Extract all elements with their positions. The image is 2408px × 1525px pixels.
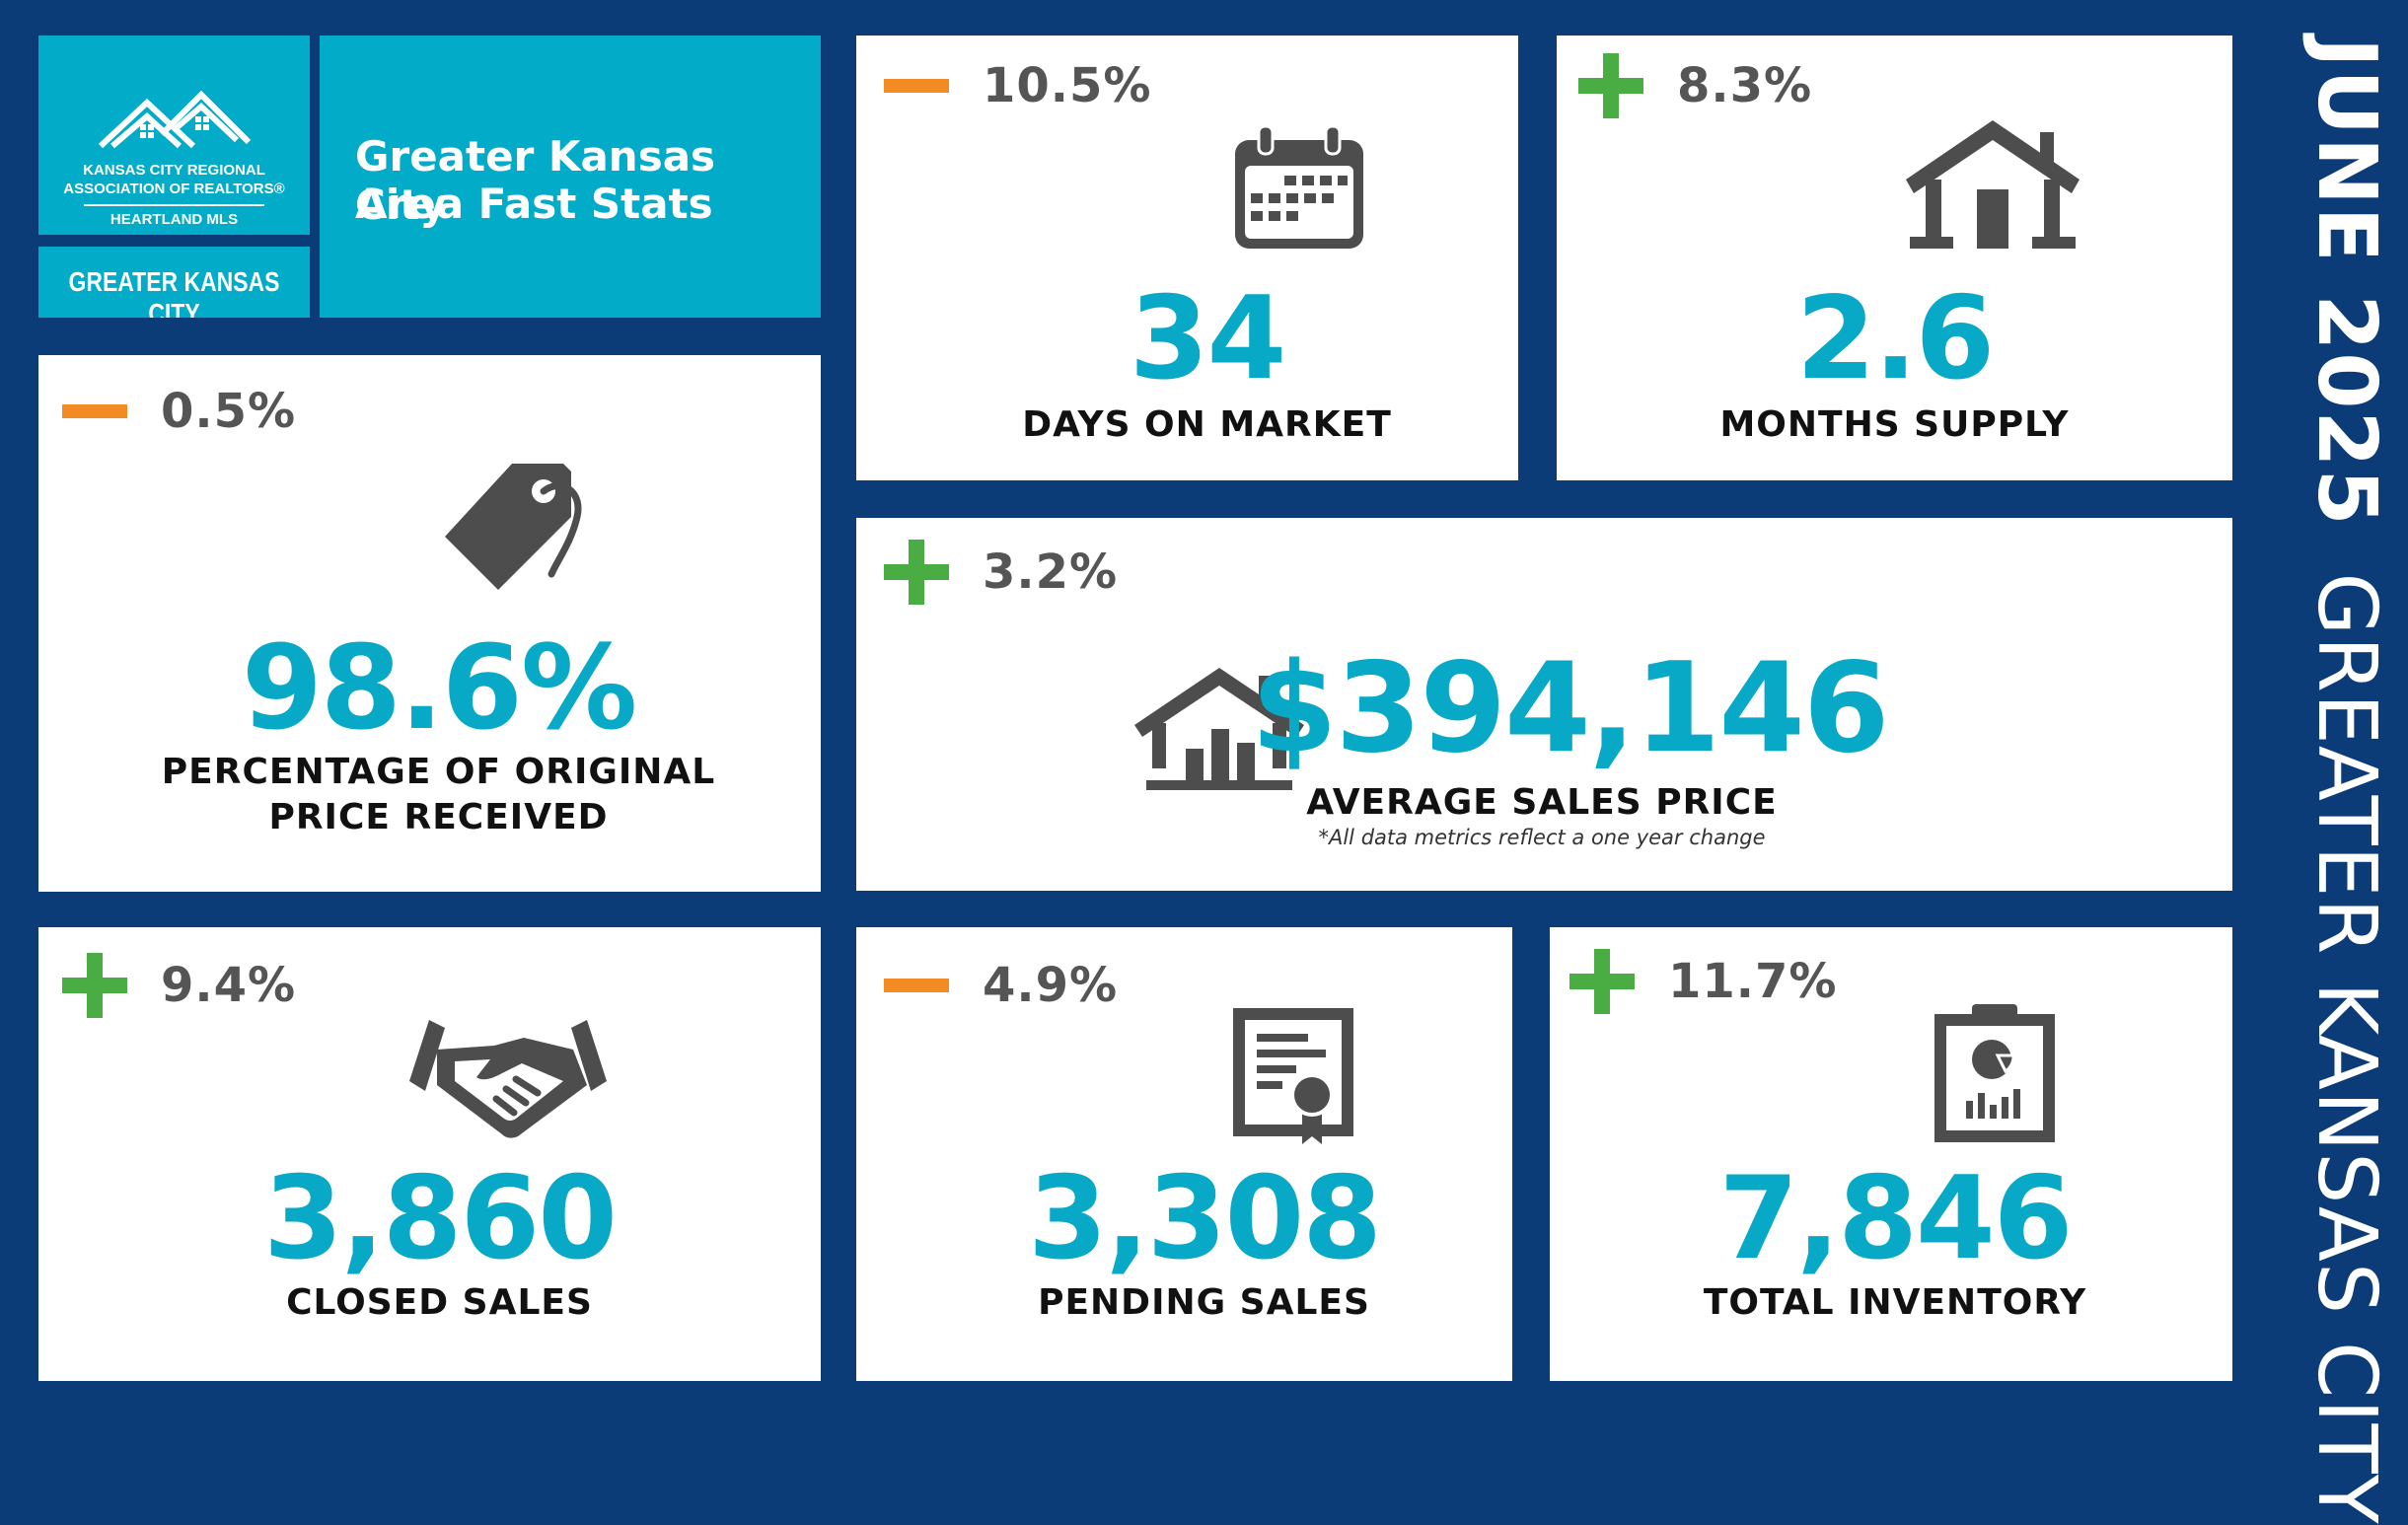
increase-icon — [1569, 949, 1635, 1014]
page-title-line2: Area Fast Stats — [355, 180, 713, 228]
change-percent: 8.3% — [1677, 58, 1813, 113]
change-indicator: 4.9% — [884, 953, 1118, 1018]
stat-value: $394,146 — [1251, 635, 1890, 780]
change-indicator: 8.3% — [1578, 53, 1812, 118]
stat-label: DAYS ON MARKET — [1022, 404, 1392, 445]
stat-label-line1: PERCENTAGE OF ORIGINAL — [161, 752, 716, 792]
price-tag-icon — [445, 464, 582, 590]
region-tag: GREATER KANSAS CITY — [38, 247, 310, 318]
report-date: JUNE 2025 — [2299, 37, 2394, 528]
stat-label: TOTAL INVENTORY — [1703, 1282, 2087, 1323]
change-percent: 4.9% — [983, 958, 1119, 1013]
change-percent: 3.2% — [983, 545, 1119, 600]
decrease-icon — [884, 953, 949, 1018]
stat-card-pending-sales: 4.9% 3,308 PENDING SALES — [856, 927, 1512, 1381]
logo-divider — [84, 204, 264, 206]
stat-label: MONTHS SUPPLY — [1719, 404, 2070, 445]
stat-value: 7,846 — [1718, 1152, 2074, 1285]
logo-line3: HEARTLAND MLS — [109, 211, 239, 228]
change-percent: 11.7% — [1668, 954, 1838, 1009]
handshake-icon — [409, 1020, 607, 1138]
stat-value: 2.6 — [1795, 272, 1996, 405]
stat-label: CLOSED SALES — [286, 1282, 593, 1323]
logo-line2: ASSOCIATION OF REALTORS® — [63, 181, 285, 197]
stat-value: 3,308 — [1028, 1152, 1382, 1285]
stat-label-line2: PRICE RECEIVED — [268, 797, 609, 837]
increase-icon — [62, 953, 127, 1018]
stat-card-months-supply: 8.3% 2.6 MONTHS SUPPLY — [1557, 36, 2232, 480]
change-percent: 0.5% — [161, 384, 297, 439]
change-indicator: 3.2% — [884, 540, 1118, 605]
region-tag-label: GREATER KANSAS CITY — [68, 266, 280, 318]
stat-value: 98.6% — [241, 619, 637, 756]
realtors-logo-icon — [98, 90, 252, 149]
stat-card-closed-sales: 9.4% 3,860 CLOSED SALES — [38, 927, 821, 1381]
change-indicator: 9.4% — [62, 953, 296, 1018]
logo-line1: KANSAS CITY REGIONAL — [83, 162, 265, 179]
certificate-icon — [1233, 1008, 1353, 1144]
house-icon — [1906, 120, 2080, 249]
decrease-icon — [884, 53, 949, 118]
decrease-icon — [62, 379, 127, 444]
increase-icon — [1578, 53, 1643, 118]
stat-card-total-inventory: 11.7% 7,846 TOTAL INVENTORY — [1550, 927, 2232, 1381]
calendar-icon — [1235, 124, 1363, 249]
change-indicator: 10.5% — [884, 53, 1152, 118]
change-indicator: 11.7% — [1569, 949, 1838, 1014]
clipboard-chart-icon — [1934, 1004, 2055, 1142]
report-region: GREATER KANSAS CITY — [2299, 572, 2394, 1525]
side-title: JUNE 2025 GREATER KANSAS CITY — [2293, 37, 2401, 1525]
title-block: Greater Kansas City Area Fast Stats — [320, 36, 821, 318]
increase-icon — [884, 540, 949, 605]
stat-value: 3,860 — [263, 1152, 618, 1285]
house-chart-icon — [1134, 668, 1304, 790]
page-title-line1: Greater Kansas City — [355, 132, 716, 229]
stat-card-avg-sales-price: 3.2% $394,146 AVERAGE SALES PRICE *All d… — [856, 518, 2232, 891]
change-percent: 9.4% — [161, 958, 297, 1013]
change-indicator: 0.5% — [62, 379, 296, 444]
stat-card-pct-original-price: 0.5% 98.6% PERCENTAGE OF ORIGINAL PRICE … — [38, 355, 821, 892]
change-percent: 10.5% — [983, 58, 1152, 113]
stat-label: AVERAGE SALES PRICE — [1306, 782, 1778, 823]
logo-block: KANSAS CITY REGIONAL ASSOCIATION OF REAL… — [38, 36, 310, 235]
stat-card-days-on-market: 10.5% 34 DAYS ON MARKET — [856, 36, 1518, 480]
stat-value: 34 — [1129, 272, 1286, 405]
footnote: *All data metrics reflect a one year cha… — [1318, 826, 1766, 849]
stat-label: PENDING SALES — [1038, 1282, 1370, 1323]
